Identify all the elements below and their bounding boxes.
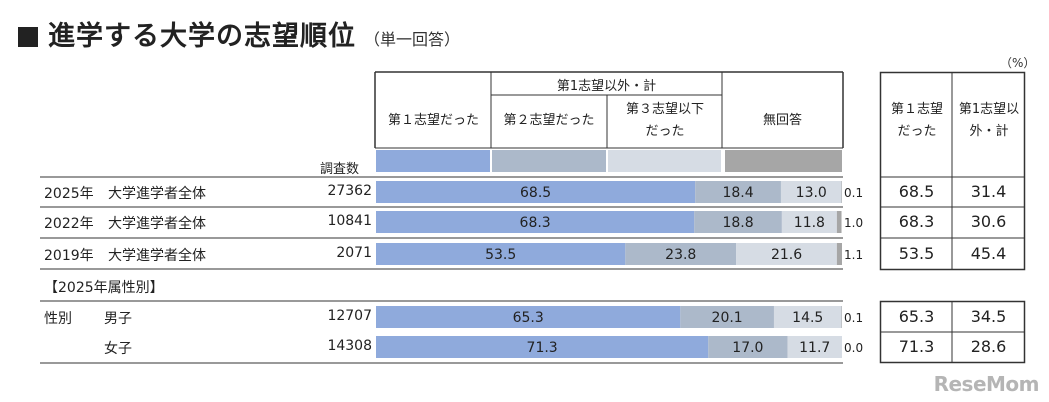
bar-segment-third bbox=[781, 211, 837, 233]
side-header-first-label: 第１志望だった bbox=[891, 102, 944, 140]
count-header: 調査数 bbox=[320, 162, 360, 177]
legend-swatch-noanswer bbox=[725, 150, 842, 172]
row-label: 女子 bbox=[104, 341, 132, 357]
section-label: 【2025年属性別】 bbox=[44, 280, 164, 296]
title-block: 進学する大学の志望順位 （単一回答） bbox=[18, 14, 460, 53]
bars-layer: 68.5 18.4 13.0 0.1 68.3 18.8 11.8 1.0 53.5 23.8 21… bbox=[376, 181, 863, 358]
side-first-value: 53.5 bbox=[898, 244, 935, 263]
data-label-third: 11.7 bbox=[799, 340, 830, 356]
row-group-label: 性別 bbox=[44, 311, 72, 327]
header-cat1: 第１志望だった bbox=[387, 113, 479, 128]
header-group-label: 第1志望以外・計 bbox=[556, 79, 657, 94]
side-header-other: 第1志望以外・計 bbox=[958, 99, 1020, 143]
side-other-value: 34.5 bbox=[970, 307, 1007, 326]
header-cat3: 第３志望以下だった bbox=[625, 102, 704, 140]
data-label-third: 14.5 bbox=[792, 310, 823, 326]
row-count: 14308 bbox=[327, 338, 372, 354]
data-label-second: 18.4 bbox=[722, 185, 753, 201]
row-label: 大学進学者全体 bbox=[108, 216, 206, 232]
data-label-second: 17.0 bbox=[732, 340, 763, 356]
side-first-value: 68.3 bbox=[898, 212, 935, 231]
data-label-second: 20.1 bbox=[712, 310, 743, 326]
bar-segment-second bbox=[708, 336, 788, 358]
row-count: 10841 bbox=[327, 213, 372, 229]
bar-segment-noanswer bbox=[836, 243, 842, 265]
chart-title: 進学する大学の志望順位 bbox=[48, 21, 356, 52]
data-label-first: 68.3 bbox=[520, 215, 551, 231]
side-other-value: 30.6 bbox=[970, 212, 1007, 231]
side-header-other-label: 第1志望以外・計 bbox=[958, 102, 1020, 140]
bar-segment-first bbox=[376, 211, 695, 233]
side-first-value: 71.3 bbox=[898, 337, 935, 356]
bar-segment-third bbox=[773, 306, 842, 328]
title-square-icon bbox=[18, 27, 38, 47]
row-separators bbox=[40, 176, 843, 364]
row-count: 12707 bbox=[327, 308, 372, 324]
bar-segment-second bbox=[695, 181, 781, 203]
side-other-value: 45.4 bbox=[970, 244, 1007, 263]
bar-segment-second bbox=[694, 211, 782, 233]
data-label-first: 68.5 bbox=[520, 185, 551, 201]
header-group-cell: 第1志望以外・計 bbox=[491, 76, 722, 98]
bar-segment-first bbox=[376, 306, 681, 328]
data-label-noanswer: 0.1 bbox=[844, 311, 863, 325]
header-cat4: 無回答 bbox=[762, 113, 802, 128]
side-header-first: 第１志望だった bbox=[891, 99, 943, 143]
header-cell-first: 第１志望だった bbox=[376, 110, 491, 132]
row-group-label: 2022年 bbox=[44, 216, 94, 232]
row-label: 男子 bbox=[104, 311, 132, 327]
unit-label: （%） bbox=[1000, 56, 1036, 70]
bar-segment-first bbox=[376, 243, 626, 265]
chart-subtitle: （単一回答） bbox=[364, 30, 461, 49]
header-cell-noanswer: 無回答 bbox=[722, 110, 843, 132]
data-label-noanswer: 1.1 bbox=[844, 248, 863, 262]
row-group-label: 2019年 bbox=[44, 248, 94, 264]
side-other-value: 31.4 bbox=[970, 182, 1007, 201]
data-label-third: 13.0 bbox=[796, 185, 827, 201]
data-label-noanswer: 0.1 bbox=[844, 186, 863, 200]
row-group-label: 2025年 bbox=[44, 186, 94, 202]
bar-segment-second bbox=[625, 243, 737, 265]
bar-segment-third bbox=[780, 181, 842, 203]
bar-segment-third bbox=[787, 336, 842, 358]
row-label: 大学進学者全体 bbox=[108, 248, 206, 264]
side-table-top bbox=[879, 71, 1026, 271]
bar-segment-first bbox=[376, 181, 696, 203]
data-label-first: 65.3 bbox=[513, 310, 544, 326]
side-table-bottom bbox=[879, 300, 1026, 364]
data-label-first: 53.5 bbox=[485, 247, 516, 263]
bar-segment-noanswer bbox=[836, 211, 842, 233]
row-count: 27362 bbox=[327, 183, 372, 199]
header-cell-third: 第３志望以下だった bbox=[625, 99, 705, 143]
resemom-logo: ReseMom bbox=[933, 372, 1040, 396]
legend-swatch-third bbox=[608, 150, 721, 172]
data-label-noanswer: 0.0 bbox=[844, 341, 863, 355]
data-label-third: 11.8 bbox=[794, 215, 825, 231]
data-label-second: 18.8 bbox=[722, 215, 753, 231]
legend-swatch-first bbox=[376, 150, 490, 172]
main-header-lines bbox=[374, 71, 844, 149]
side-other-value: 28.6 bbox=[970, 337, 1007, 356]
data-label-noanswer: 1.0 bbox=[844, 216, 863, 230]
bar-segment-second bbox=[680, 306, 774, 328]
side-first-value: 68.5 bbox=[898, 182, 935, 201]
side-first-value: 65.3 bbox=[898, 307, 935, 326]
row-label: 大学進学者全体 bbox=[108, 186, 206, 202]
data-label-third: 21.6 bbox=[771, 247, 802, 263]
row-count: 2071 bbox=[336, 245, 372, 261]
data-label-first: 71.3 bbox=[527, 340, 558, 356]
bar-segment-first bbox=[376, 336, 709, 358]
data-label-second: 23.8 bbox=[665, 247, 696, 263]
legend-swatch-second bbox=[492, 150, 606, 172]
legend-swatches bbox=[376, 150, 842, 172]
header-cell-second: 第２志望だった bbox=[491, 110, 607, 132]
header-cat2: 第２志望だった bbox=[503, 113, 595, 128]
bar-segment-third bbox=[736, 243, 837, 265]
